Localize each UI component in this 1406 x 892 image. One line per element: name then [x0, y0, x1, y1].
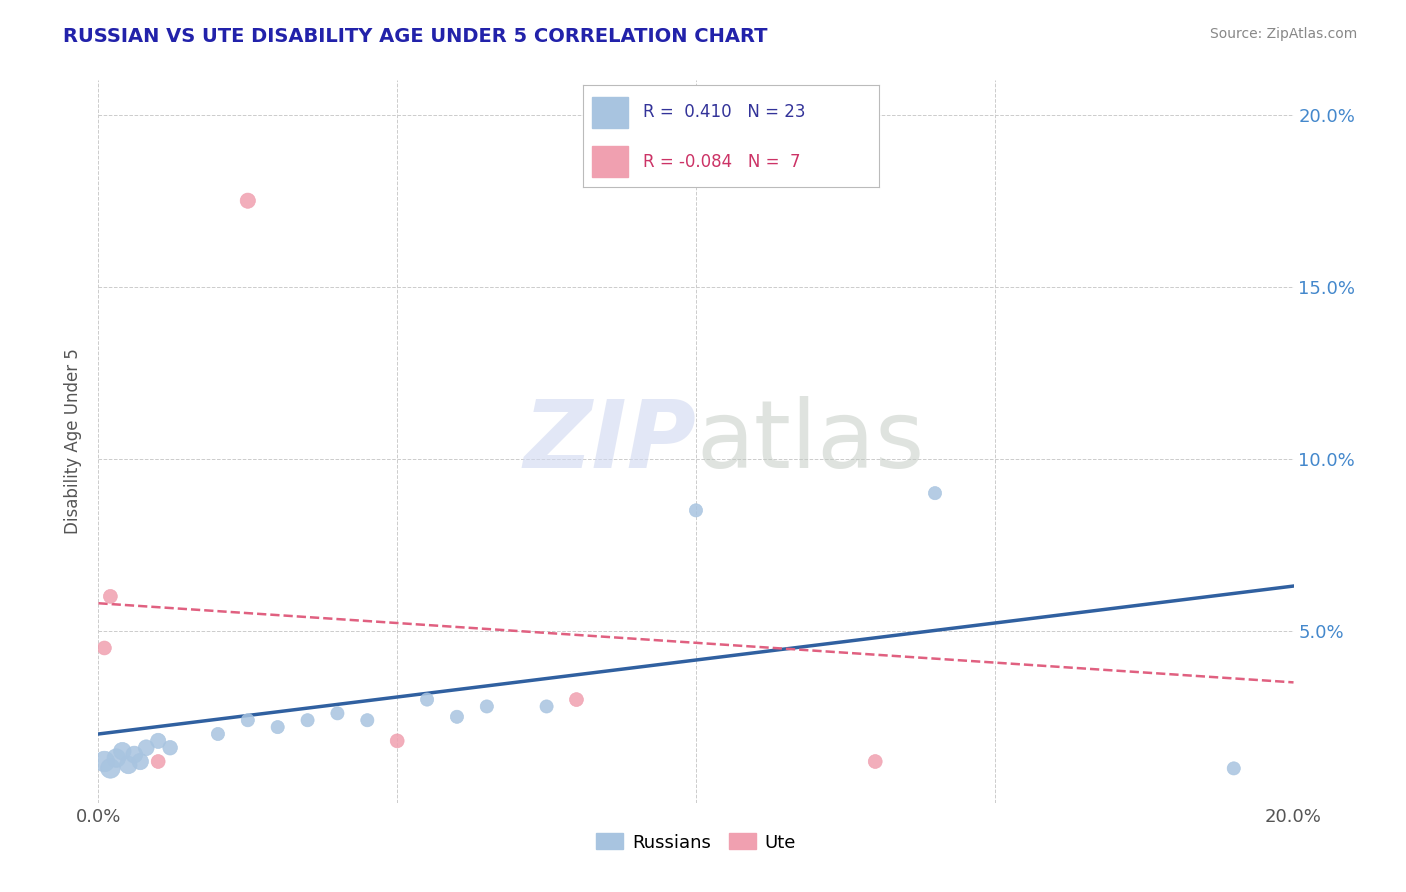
- Point: [267, 720, 290, 734]
- Point: [236, 194, 259, 208]
- Point: [565, 692, 588, 706]
- Point: [159, 740, 181, 755]
- Point: [93, 640, 115, 655]
- Text: Source: ZipAtlas.com: Source: ZipAtlas.com: [1209, 27, 1357, 41]
- Y-axis label: Disability Age Under 5: Disability Age Under 5: [65, 349, 83, 534]
- Point: [236, 713, 259, 727]
- Bar: [592, 97, 627, 128]
- Text: RUSSIAN VS UTE DISABILITY AGE UNDER 5 CORRELATION CHART: RUSSIAN VS UTE DISABILITY AGE UNDER 5 CO…: [63, 27, 768, 45]
- Point: [416, 692, 439, 706]
- Legend: Russians, Ute: Russians, Ute: [589, 826, 803, 859]
- Bar: [592, 146, 627, 177]
- Point: [105, 751, 128, 765]
- Point: [111, 744, 134, 758]
- Point: [924, 486, 946, 500]
- Point: [117, 758, 139, 772]
- Point: [1223, 761, 1246, 775]
- Text: atlas: atlas: [696, 395, 924, 488]
- Point: [148, 755, 170, 769]
- Point: [135, 740, 157, 755]
- Point: [326, 706, 349, 721]
- Point: [865, 755, 887, 769]
- Text: R =  0.410   N = 23: R = 0.410 N = 23: [643, 103, 806, 121]
- Text: ZIP: ZIP: [523, 395, 696, 488]
- Point: [536, 699, 558, 714]
- Point: [124, 747, 146, 762]
- Point: [446, 710, 468, 724]
- Point: [356, 713, 378, 727]
- Point: [685, 503, 707, 517]
- Point: [93, 755, 115, 769]
- Point: [98, 590, 122, 604]
- Point: [475, 699, 498, 714]
- Text: R = -0.084   N =  7: R = -0.084 N = 7: [643, 153, 800, 170]
- Point: [148, 734, 170, 748]
- Point: [98, 761, 122, 775]
- Point: [129, 755, 152, 769]
- Point: [207, 727, 229, 741]
- Point: [297, 713, 319, 727]
- Point: [385, 734, 409, 748]
